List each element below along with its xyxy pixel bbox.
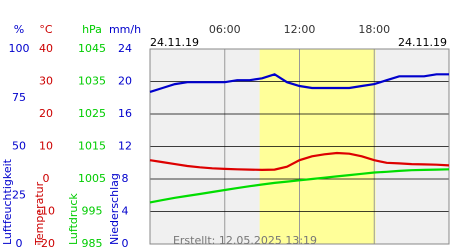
y-tick-label: 30 [39,75,53,88]
axis-title: Temperatur [33,181,46,246]
axis-unit: mm/h [109,23,141,36]
y-tick-label: 40 [39,42,53,55]
plot-border [149,48,450,245]
y-tick-label: 0 [16,237,23,250]
y-tick-label: 8 [122,172,129,185]
x-tick-label: 12:00 [284,23,316,36]
date-left: 24.11.19 [150,36,199,49]
y-tick-label: 4 [122,205,129,218]
y-tick-label: 1015 [78,140,106,153]
y-tick-label: 1005 [78,172,106,185]
axis-unit: °C [39,23,53,36]
axis-unit: % [14,23,24,36]
y-tick-label: -20 [37,237,55,250]
y-tick-label: 995 [82,205,103,218]
x-tick-label: 06:00 [209,23,241,36]
y-tick-label: 100 [9,42,30,55]
date-right: 24.11.19 [398,36,447,49]
axis-unit: hPa [82,23,102,36]
y-tick-label: 50 [12,140,26,153]
y-tick-label: 10 [39,140,53,153]
y-tick-label: 24 [118,42,132,55]
y-tick-label: 12 [118,140,132,153]
series-line [149,73,449,93]
y-tick-label: 1045 [78,42,106,55]
y-tick-label: 25 [12,188,26,201]
y-tick-label: 0 [43,172,50,185]
axis-title: Luftdruck [67,193,80,245]
y-tick-label: 20 [39,107,53,120]
y-tick-label: 1025 [78,107,106,120]
axis-title: Luftfeuchtigkeit [1,158,14,245]
axis-title: Niederschlag [108,173,121,245]
created-note: Erstellt: 12.05.2025 13:19 [173,234,317,247]
y-tick-label: 0 [122,237,129,250]
y-tick-label: 16 [118,107,132,120]
y-tick-label: 1035 [78,75,106,88]
series-line [149,151,450,172]
series-line [149,168,450,204]
y-tick-label: 20 [118,75,132,88]
y-tick-label: 75 [12,91,26,104]
y-tick-label: -10 [37,205,55,218]
y-tick-label: 985 [82,237,103,250]
x-tick-label: 18:00 [358,23,390,36]
